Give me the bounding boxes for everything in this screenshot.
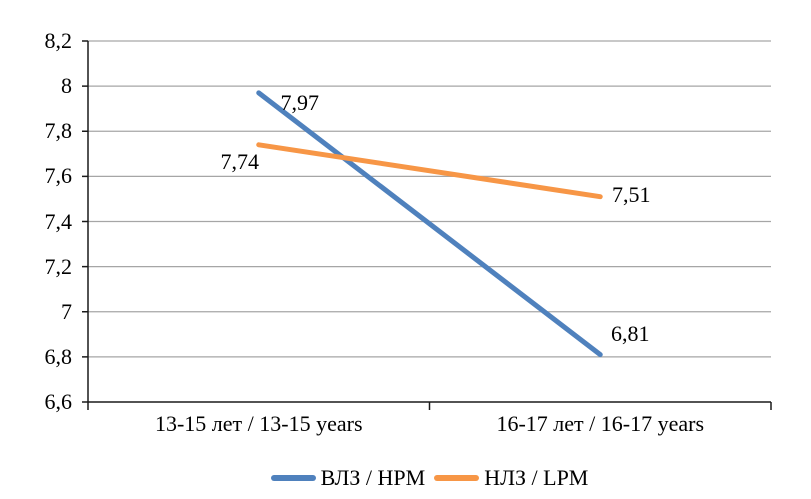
data-label: 7,51 bbox=[612, 181, 651, 207]
legend-label-lpm: НЛЗ / LPM bbox=[484, 465, 589, 490]
y-axis-tick-label: 8,2 bbox=[44, 28, 73, 53]
series-line-hpm bbox=[256, 90, 603, 358]
y-axis-tick-label: 6,8 bbox=[44, 343, 73, 369]
y-axis-tick-label: 7,8 bbox=[44, 118, 73, 144]
y-axis-tick-label: 7,2 bbox=[44, 253, 73, 279]
legend-swatch-hpm-icon bbox=[270, 475, 316, 481]
y-axis-tick-label: 7,6 bbox=[44, 163, 73, 189]
data-label: 6,81 bbox=[611, 320, 650, 346]
x-axis-category-label: 13-15 лет / 13-15 years bbox=[154, 411, 363, 436]
y-axis-tick-label: 7,4 bbox=[44, 208, 73, 234]
series-line-lpm bbox=[256, 142, 603, 200]
y-axis-tick-label: 7 bbox=[61, 298, 72, 324]
y-axis-tick-label: 8 bbox=[61, 73, 72, 99]
legend-item-hpm: ВЛЗ / HPM bbox=[270, 465, 426, 491]
legend-label-hpm: ВЛЗ / HPM bbox=[320, 465, 426, 490]
x-axis-category-label: 16-17 лет / 16-17 years bbox=[496, 411, 705, 436]
data-label: 7,97 bbox=[280, 89, 320, 115]
legend-swatch-lpm-icon bbox=[434, 475, 480, 481]
legend-item-lpm: НЛЗ / LPM bbox=[434, 465, 588, 491]
y-axis-tick-label: 6,6 bbox=[44, 389, 73, 414]
legend: ВЛЗ / HPM НЛЗ / LPM bbox=[88, 464, 771, 492]
data-label: 7,74 bbox=[220, 148, 260, 174]
